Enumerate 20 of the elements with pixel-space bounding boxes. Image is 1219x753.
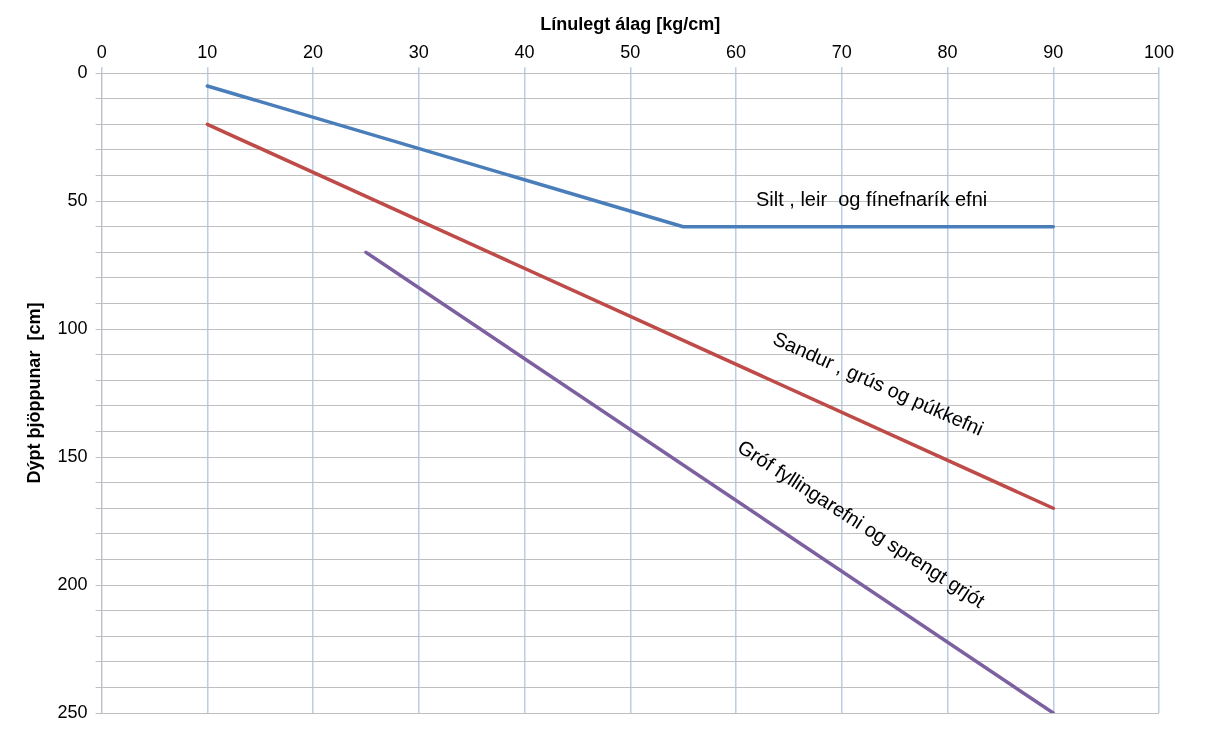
y-axis-title: Dýpt þjöppunar [cm] [23,302,44,484]
x-tick-label: 90 [1043,42,1064,63]
x-tick-label: 0 [96,42,107,63]
x-tick-label: 80 [937,42,958,63]
y-tick-label: 250 [57,701,88,722]
y-tick-label: 150 [57,446,88,467]
x-tick-label: 100 [1143,42,1175,63]
x-tick-label: 60 [726,42,747,63]
x-tick-label: 70 [831,42,852,63]
y-tick-label: 50 [67,190,88,211]
annotation: Silt , leir og fínefnarík efni [755,187,988,210]
x-tick-label: 10 [197,42,218,63]
y-tick-label: 200 [57,574,88,595]
y-tick-label: 0 [77,62,88,83]
x-tick-label: 50 [620,42,641,63]
x-tick-label: 20 [303,42,324,63]
x-axis-title: Línulegt álag [kg/cm] [540,13,721,34]
x-tick-label: 40 [514,42,535,63]
x-tick-label: 30 [408,42,429,63]
y-tick-label: 100 [57,318,88,339]
